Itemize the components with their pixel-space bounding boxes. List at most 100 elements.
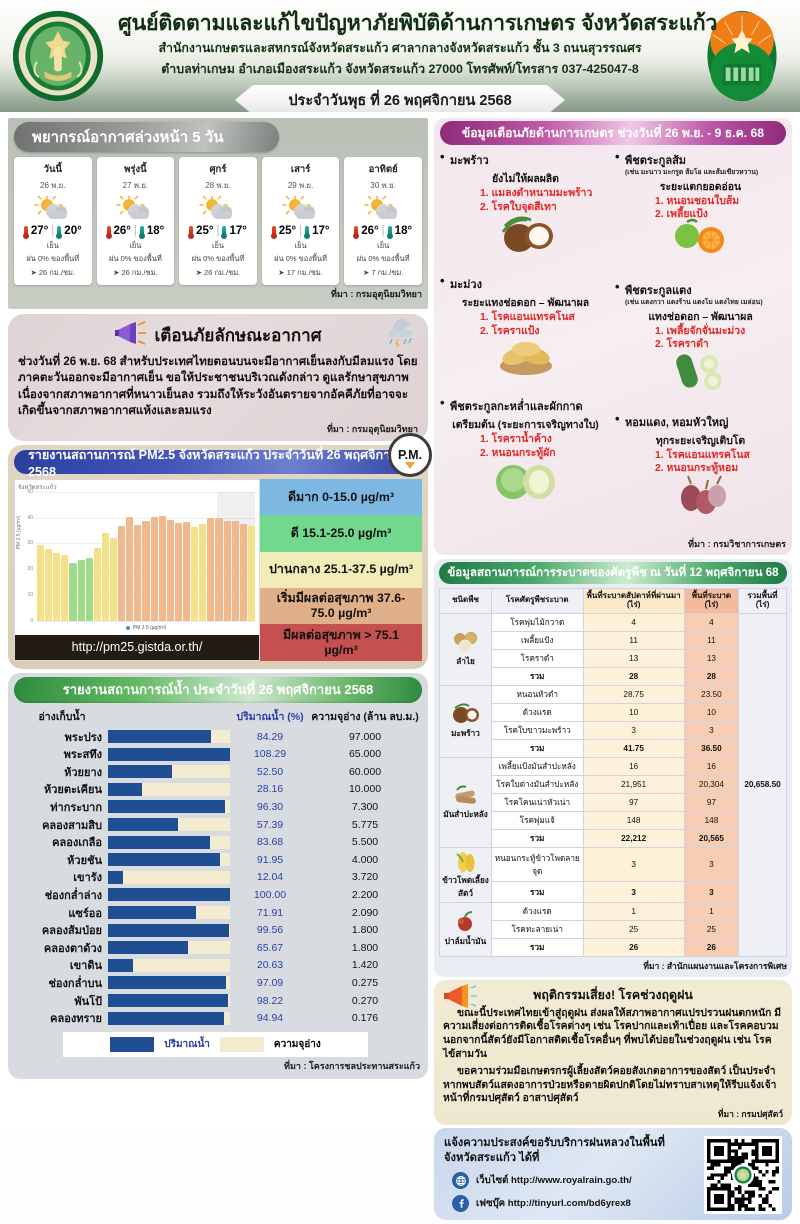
pest-disease-name: รวม <box>491 881 584 903</box>
thermometer-hot-icon <box>22 225 29 239</box>
temp-separator: | <box>299 225 303 237</box>
water-bar-fill <box>108 906 196 920</box>
date-banner: ประจำวันพุธ ที่ 26 พฤศจิกายน 2568 <box>235 85 565 112</box>
water-row: คลองทราย 94.94 0.176 <box>8 1009 428 1027</box>
pest-disease-name: โรคใบขาวมะพร้าว <box>491 720 584 740</box>
pm25-y-tick: 20 <box>27 566 33 573</box>
water-source: ที่มา : โครงการชลประทานสระแก้ว <box>284 1060 420 1071</box>
pm25-bar <box>166 519 174 621</box>
facebook-icon <box>452 1195 469 1213</box>
water-situation-panel: รายงานสถานการณ์น้ำ ประจำวันที่ 26 พฤศจิก… <box>8 672 428 1079</box>
weather-card[interactable]: พรุ่งนี้ 27 พ.ย. 26° | 18° เย็น ฝน 0% ขอ… <box>96 157 175 285</box>
rain-cloud-icon <box>380 318 420 353</box>
pest-table-row: ปาล์มน้ำมัน ด้วงแรด 1 1 <box>439 901 787 957</box>
weather-card[interactable]: อาทิตย์ 30 พ.ย. 26° | 18° เย็น ฝน 0% ของ… <box>344 157 422 285</box>
page-header: ศูนย์ติดตามและแก้ไขปัญหาภัยพิบัติด้านการ… <box>0 0 800 112</box>
warning-body: ช่วงวันที่ 26 พ.ย. 68 สำหรับประเทศไทยตอน… <box>18 355 418 418</box>
pm25-level-item: ปานกลาง 25.1-37.5 µg/m³ <box>260 551 422 589</box>
water-bar-track <box>108 818 230 832</box>
water-row: ห้วยตะเคียน 28.16 10.000 <box>8 781 428 799</box>
pest-table-body: ลำไย โรคพุ่มไม้กวาด 4 4 20,658.50 เพลี้ยแป้… <box>439 612 787 957</box>
water-bar-track <box>108 870 230 884</box>
water-bar-track <box>108 994 230 1008</box>
livestock-paragraph-1: ขณะนี้ประเทศไทยเข้าสู่ฤดูฝน ส่งผลให้สภาพ… <box>443 1007 782 1061</box>
water-percent-value: 94.94 <box>256 1012 284 1025</box>
pest-table-row: มันสำปะหลัง เพลี้ยแป้งมันสำปะหลัง 16 16 <box>439 756 787 848</box>
contact-facebook-row[interactable]: เฟซบุ๊ค http://tinyurl.com/bd6yrex8 <box>444 1195 698 1213</box>
weather-card[interactable]: วันนี้ 26 พ.ย. 27° | 20° เย็น ฝน 0% ของพ… <box>14 157 92 285</box>
water-capacity-value: 1.800 <box>351 924 379 937</box>
pm25-level-item: ดี 15.1-25.0 µg/m³ <box>260 515 422 552</box>
pm25-source-url[interactable]: http://pm25.gistda.or.th/ <box>15 634 259 660</box>
water-reservoir-name: ห้วยยาง <box>64 766 102 779</box>
contact-website-row[interactable]: เว็บไซต์ http://www.royalrain.go.th/ <box>444 1172 698 1190</box>
livestock-title: พฤติกรรมเสี่ยง! โรคช่วงฤดูฝน <box>533 987 693 1002</box>
water-bar-track <box>108 1011 230 1025</box>
pest-outbreak-panel: ข้อมูลสถานการณ์การระบาดของศัตรูพืช ณ วัน… <box>434 558 792 977</box>
pest-table-row: โรคราดำ 13 13 <box>440 648 787 668</box>
pm25-legend-dot-icon <box>125 625 130 630</box>
weather-day-label: อาทิตย์ <box>368 164 398 175</box>
water-row: คลองเกลือ 83.68 5.500 <box>8 833 428 851</box>
pest-table-row: รวม 41.75 36.50 <box>440 738 787 758</box>
water-col-name: อ่างเก็บน้ำ <box>38 710 86 723</box>
water-capacity-value: 7.300 <box>351 800 379 813</box>
weather-temperatures: 26° | 18° <box>99 225 173 239</box>
sun-behind-cloud-icon <box>281 195 320 222</box>
pest-crop-group: ลำไย <box>439 612 492 686</box>
water-bar-fill <box>108 994 228 1008</box>
pm25-y-tick: 30 <box>27 540 33 547</box>
water-bar-fill <box>108 835 211 849</box>
water-capacity-value: 0.176 <box>351 1012 379 1025</box>
water-bar-fill <box>108 870 123 884</box>
contact-facebook-text[interactable]: เฟซบุ๊ค http://tinyurl.com/bd6yrex8 <box>476 1198 631 1210</box>
pm25-bar <box>150 516 158 621</box>
sun-behind-cloud-icon <box>33 195 72 222</box>
weather-card[interactable]: ศุกร์ 28 พ.ย. 25° | 17° เย็น ฝน 0% ของพื… <box>179 157 257 285</box>
contact-website-text[interactable]: เว็บไซต์ http://www.royalrain.go.th/ <box>476 1175 632 1187</box>
water-bar-fill <box>108 941 189 955</box>
pest-disease-name: เพลี้ยแป้งมันสำปะหลัง <box>491 756 584 776</box>
water-reservoir-name: ช่องกล่ำบน <box>48 977 102 990</box>
water-legend-capacity-label: ความจุอ่าง <box>273 1038 321 1050</box>
weather-forecast-title: พยากรณ์อากาศล่วงหน้า 5 วัน <box>14 122 279 152</box>
weather-low-temp: 17° <box>229 225 247 237</box>
agri-crop-stage: ระยะแทงช่อดอก – พัฒนาผล <box>461 298 590 310</box>
weather-card-list: วันนี้ 26 พ.ย. 27° | 20° เย็น ฝน 0% ของพ… <box>14 157 422 285</box>
weather-card[interactable]: เสาร์ 29 พ.ย. 25° | 17° เย็น ฝน 0% ของพื… <box>261 157 340 285</box>
weather-wind: ➤ 26 กม./ชม. <box>30 268 76 277</box>
thermometer-hot-icon <box>270 225 277 239</box>
mango-image <box>440 334 611 383</box>
cabbage-image <box>440 456 611 509</box>
pm25-level-item: มีผลต่อสุขภาพ > 75.1 µg/m³ <box>260 624 422 661</box>
pm25-bar <box>239 524 247 621</box>
pest-current-area: 97 <box>683 792 740 812</box>
qr-code[interactable] <box>704 1136 782 1215</box>
weather-condition: เย็น <box>377 241 390 250</box>
weather-date-label: 30 พ.ย. <box>370 181 396 190</box>
thermometer-hot-icon <box>353 225 360 239</box>
water-capacity-value: 3.720 <box>351 871 379 884</box>
weather-condition: เย็น <box>129 241 142 250</box>
pm25-gridline <box>35 491 257 493</box>
pest-table-row: มะพร้าว หนอนหัวดำ 28.75 23.50 <box>439 684 787 758</box>
water-capacity-value: 1.420 <box>351 959 379 972</box>
pm25-plot-area: PM 2.5 (µg/m³) 0 10 20 30 40 50 PM 2.5 (µg/m³… <box>16 489 257 635</box>
pest-current-area: 13 <box>683 648 740 668</box>
pm25-bar <box>158 515 166 621</box>
pm25-y-tick: 10 <box>27 592 33 598</box>
agri-crop-name: หอมแดง, หอมหัวใหญ่ <box>615 411 786 431</box>
pest-prev-area: 3 <box>582 881 685 903</box>
pm25-bar <box>126 517 134 621</box>
pest-title-text: ข้อมูลสถานการณ์การระบาดของศัตรูพืช ณ วัน… <box>447 565 779 579</box>
water-legend-volume-label: ปริมาณน้ำ <box>164 1038 210 1050</box>
water-percent-value: 52.50 <box>256 765 284 778</box>
pest-prev-area: 4 <box>582 612 685 632</box>
pest-current-area: 36.50 <box>683 738 740 758</box>
water-bar-fill <box>108 853 221 867</box>
agri-warning-panel: ข้อมูลเตือนภัยด้านการเกษตร ช่วงวันที่ 26… <box>434 118 792 555</box>
pest-prev-area: 16 <box>582 756 685 776</box>
pm25-level-item: เริ่มมีผลต่อสุขภาพ 37.6-75.0 µg/m³ <box>260 588 422 625</box>
pm25-title-text: รายงานสถานการณ์ PM2.5 จังหวัดสระแก้ว ประ… <box>28 447 407 479</box>
weather-high-temp: 25° <box>278 225 297 237</box>
